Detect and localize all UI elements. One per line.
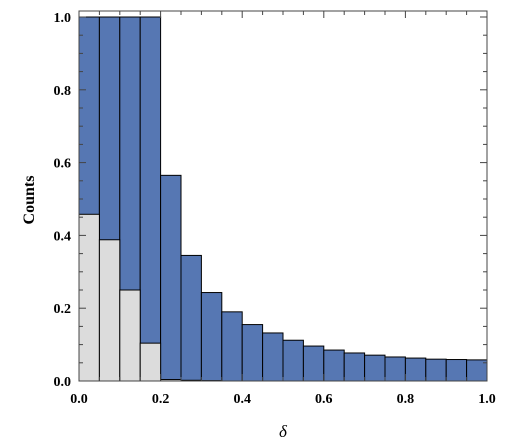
bar-blue-10 (282, 339, 304, 382)
bar-blue-12 (323, 349, 345, 382)
axis-ticks (78, 11, 488, 382)
y-tick-label-2: 0.4 (54, 229, 72, 244)
y-tick-label-1: 0.2 (54, 302, 72, 317)
bar-blue-6 (200, 292, 223, 382)
bar-blue-8 (241, 324, 264, 382)
x-axis-title: δ (279, 422, 288, 441)
bar-gray-1 (98, 239, 121, 382)
x-tick-label-3: 0.6 (315, 392, 333, 407)
bar-blue-13 (343, 352, 366, 382)
bar-blue-11 (302, 345, 325, 382)
bar-blue-17 (425, 358, 447, 382)
x-tick-label-2: 0.4 (233, 392, 251, 407)
y-tick-label-3: 0.6 (54, 157, 72, 172)
bar-gray-0 (78, 213, 100, 382)
bar-blue-16 (404, 357, 427, 382)
x-tick-label-5: 1.0 (478, 392, 496, 407)
bar-blue-18 (445, 359, 468, 382)
y-tick-label-5: 1.0 (54, 11, 72, 26)
x-tick-label-1: 0.2 (152, 392, 170, 407)
y-axis-title: Counts (21, 176, 38, 225)
y-tick-label-0: 0.0 (54, 375, 72, 390)
tick-labels: 0.0 0.2 0.4 0.6 0.8 1.0 0.0 0.2 0.4 0.6 0.8 1.0 (54, 11, 496, 407)
x-tick-label-0: 0.0 (70, 392, 88, 407)
bar-gray-3 (139, 342, 162, 382)
bar-blue-7 (221, 311, 243, 382)
bar-gray-2 (119, 289, 141, 382)
x-tick-label-4: 0.8 (397, 392, 415, 407)
bar-blue-14 (364, 354, 386, 382)
bar-blue-4 (160, 174, 182, 382)
bar-blue-9 (262, 332, 284, 382)
bar-blue-5 (180, 254, 202, 382)
y-tick-label-4: 0.8 (54, 84, 72, 99)
bar-blue-3 (139, 16, 162, 382)
bar-blue-15 (384, 356, 406, 382)
